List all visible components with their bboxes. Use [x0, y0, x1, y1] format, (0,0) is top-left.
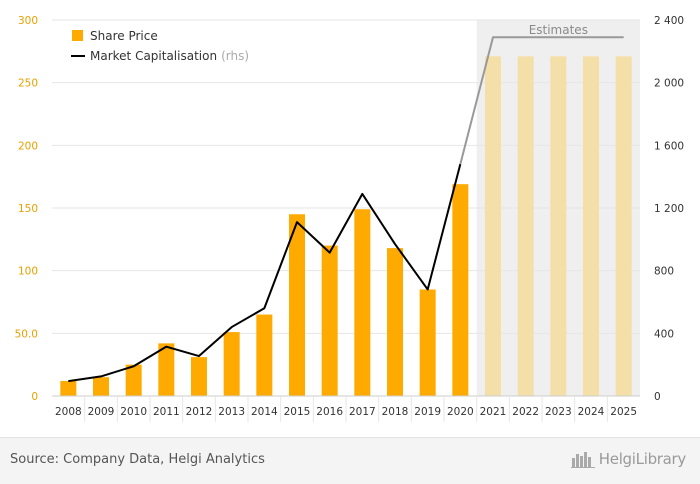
y-left-tick-label: 100 [18, 266, 38, 278]
x-tick-label: 2015 [284, 406, 311, 418]
y-left-tick-label: 150 [18, 203, 38, 215]
estimate-label: Estimates [529, 23, 588, 37]
x-tick-label: 2014 [251, 406, 278, 418]
legend: Share Price Market Capitalisation (rhs) [71, 29, 249, 63]
y-right-tick-label: 800 [654, 266, 674, 278]
x-tick-label: 2016 [316, 406, 343, 418]
y-left-tick-label: 200 [18, 140, 38, 152]
market-cap-line-estimate [459, 36, 624, 165]
y-right-tick-label: 1 600 [654, 140, 684, 152]
source-note: Source: Company Data, Helgi Analytics [10, 452, 265, 467]
x-tick-label: 2022 [512, 406, 539, 418]
x-tick-label: 2011 [153, 406, 180, 418]
bar-2016 [321, 245, 338, 396]
x-tick-label: 2017 [349, 406, 376, 418]
x-tick-label: 2025 [610, 406, 637, 418]
bar-2013 [223, 332, 240, 396]
x-tick-label: 2021 [480, 406, 507, 418]
x-tick-label: 2018 [382, 406, 409, 418]
bar-series-share-price [60, 56, 632, 396]
bar-2020 [452, 184, 469, 396]
footer: Source: Company Data, Helgi Analytics He… [0, 437, 700, 484]
y-right-tick-label: 1 200 [654, 203, 684, 215]
legend-label-share-price: Share Price [90, 29, 158, 43]
y-right-tick-label: 400 [654, 328, 674, 340]
bar-2018 [387, 248, 403, 396]
city-skyline-icon [570, 452, 595, 468]
x-tick-label: 2023 [545, 406, 572, 418]
bar-2024 [583, 56, 599, 396]
x-tick-label: 2020 [447, 406, 474, 418]
y-right-tick-label: 0 [654, 391, 661, 403]
bar-2008 [60, 380, 77, 396]
bar-2022 [517, 56, 534, 396]
bar-2010 [125, 364, 142, 396]
gridlines [52, 19, 640, 334]
x-tick-label: 2013 [218, 406, 245, 418]
legend-swatch-share-price [72, 30, 83, 41]
chart: Estimates 0 50.0 100 150 200 250 300 0 400 800 1 2… [15, 15, 684, 422]
x-tick-label: 2019 [414, 406, 441, 418]
y-left-tick-label: 50.0 [15, 328, 38, 340]
bar-2011 [158, 343, 175, 396]
bar-2025 [615, 56, 632, 396]
bar-2019 [419, 289, 436, 396]
x-tick-label: 2008 [55, 406, 82, 418]
x-tick-label: 2024 [578, 406, 605, 418]
legend-label-market-cap-name: Market Capitalisation [90, 49, 217, 63]
x-tick-label: 2012 [186, 406, 213, 418]
logo-text: HelgiLibrary [598, 450, 687, 468]
x-tick-label: 2009 [88, 406, 115, 418]
y-right-tick-label: 2 400 [654, 15, 684, 27]
axes: 0 50.0 100 150 200 250 300 0 400 800 1 200 1 600 2 0… [15, 15, 684, 422]
helgi-library-logo[interactable]: HelgiLibrary [570, 450, 687, 468]
line-series-market-cap [68, 36, 624, 383]
bar-2009 [93, 377, 109, 396]
y-right-tick-label: 2 000 [654, 78, 684, 90]
x-tick-label: 2010 [120, 406, 147, 418]
bar-2012 [191, 357, 207, 396]
y-left-tick-label: 250 [18, 78, 38, 90]
bar-2017 [354, 209, 371, 396]
bar-2023 [550, 56, 567, 396]
market-cap-line-actual [68, 163, 462, 383]
y-left-tick-label: 0 [31, 391, 38, 403]
legend-label-market-cap: Market Capitalisation (rhs) [90, 49, 249, 63]
bar-2015 [289, 214, 305, 396]
bar-2021 [485, 56, 501, 396]
legend-label-market-cap-suffix: (rhs) [221, 49, 249, 63]
y-left-tick-label: 300 [18, 15, 38, 27]
bar-2014 [256, 314, 273, 396]
